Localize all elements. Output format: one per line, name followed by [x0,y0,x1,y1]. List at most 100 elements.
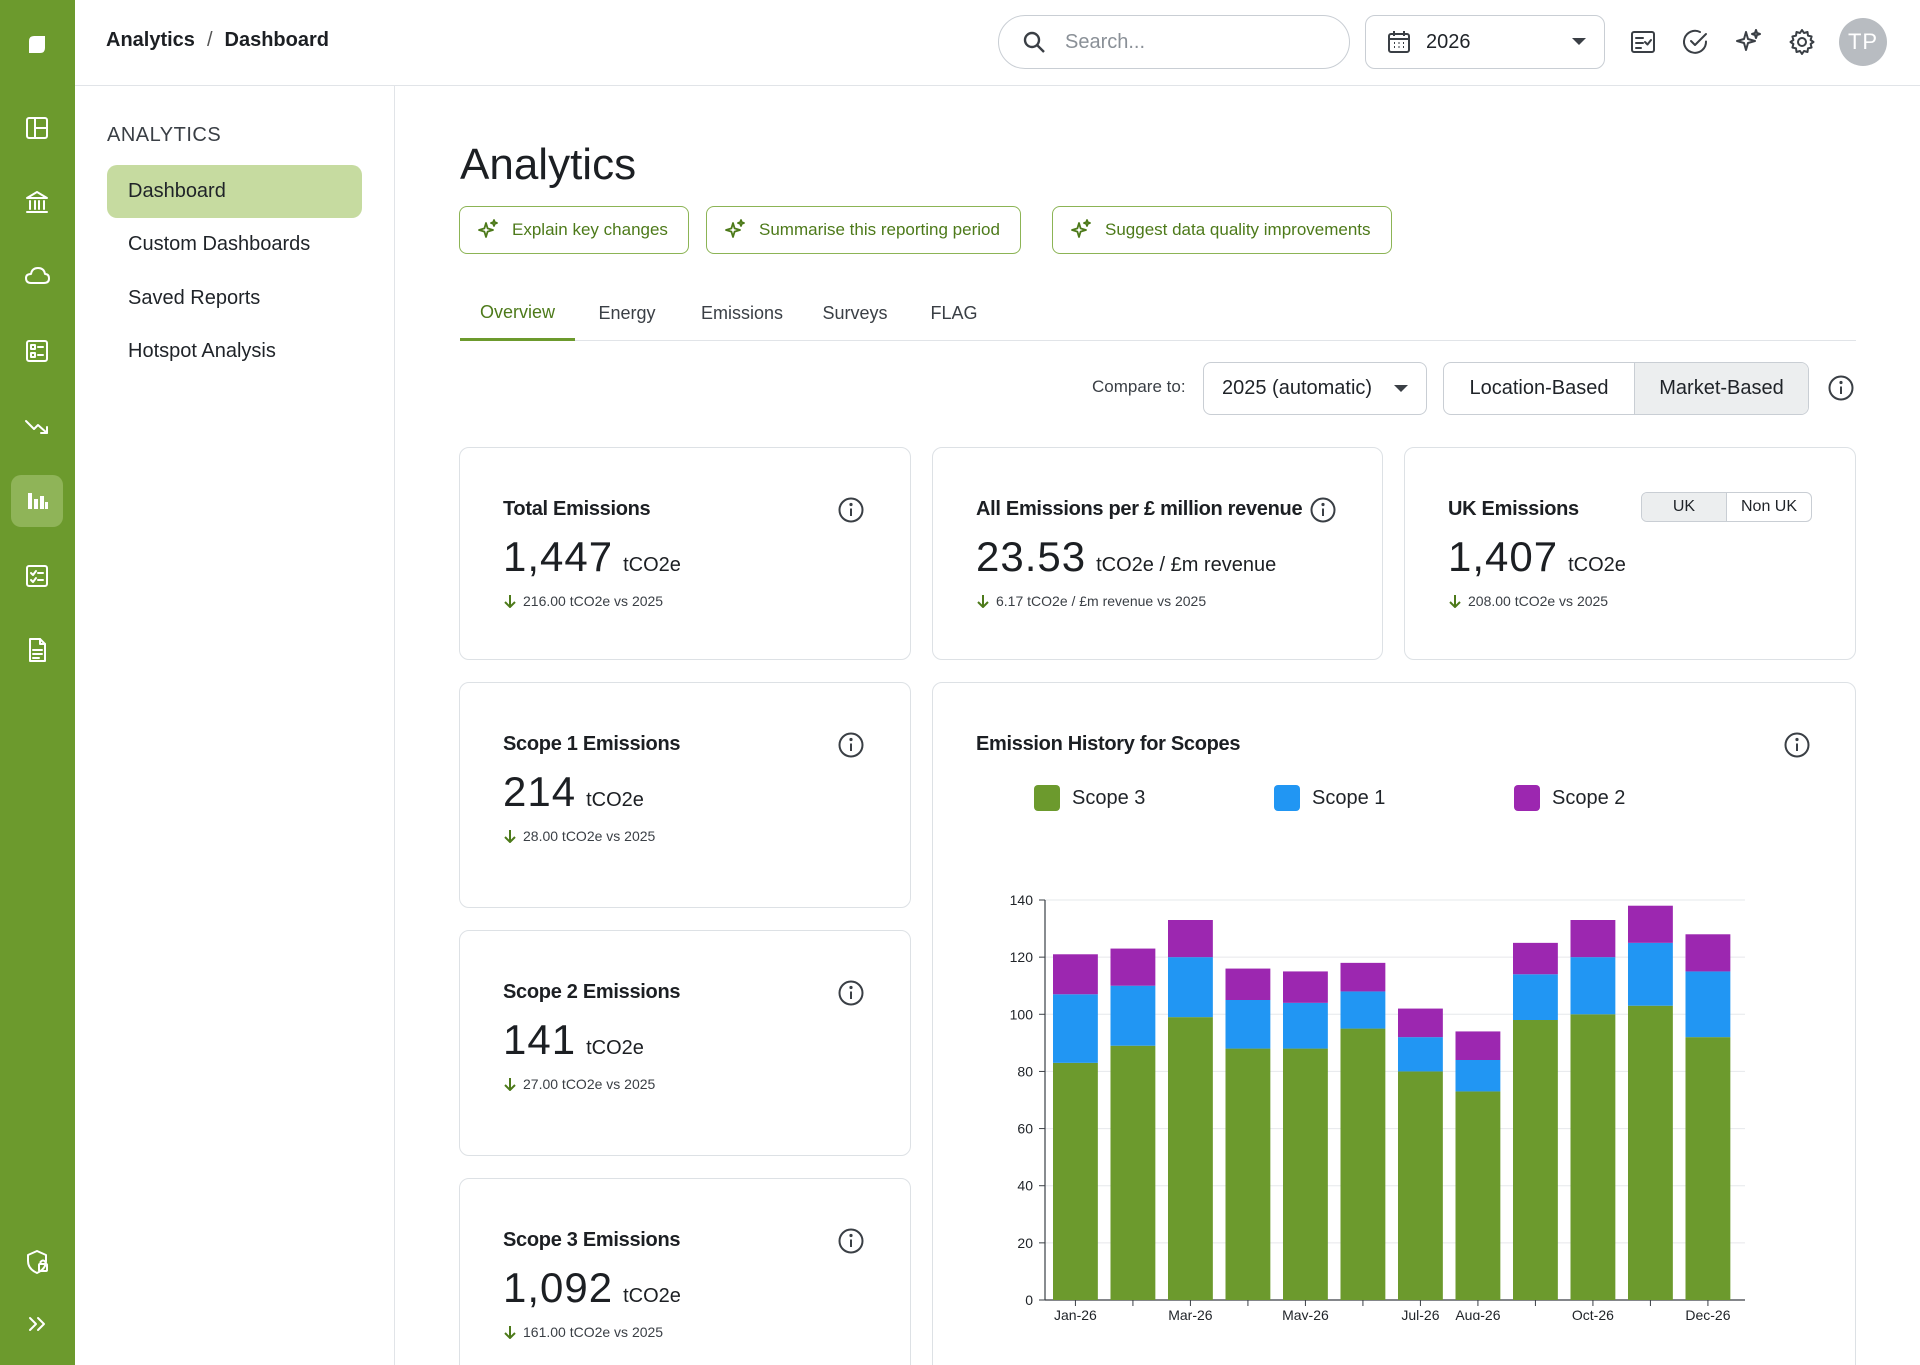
search-input[interactable] [1065,30,1315,54]
kpi-delta-text: 216.00 tCO2e vs 2025 [523,593,664,609]
expand-icon[interactable] [11,1298,63,1350]
bar-segment-scope1 [1168,957,1213,1018]
info-icon[interactable] [837,731,865,759]
trending-down-icon[interactable] [11,400,63,452]
legend-item-scope1[interactable]: Scope 1 [1274,785,1385,811]
chevron-down-icon [1572,38,1586,45]
arrow-down-icon [1449,595,1461,608]
bar-segment-scope1 [1110,985,1156,1046]
bar-segment-scope1 [1225,1000,1271,1049]
page-title: Analytics [460,140,637,189]
region-toggle-uk[interactable]: UK [1642,493,1727,521]
avatar[interactable]: TP [1839,18,1887,66]
market-based-option[interactable]: Market-Based [1634,363,1808,414]
bar-segment-scope1 [1685,971,1731,1038]
bar-segment-scope2 [1110,948,1156,986]
kpi-value: 1,407 [1448,533,1559,580]
tab-flag[interactable]: FLAG [930,303,978,323]
cloud-icon[interactable] [11,250,63,302]
tab-energy[interactable]: Energy [598,303,656,323]
bar-segment-scope2 [1455,1031,1501,1060]
kpi-delta: 208.00 tCO2e vs 2025 [1448,593,1608,609]
legend-item-scope3[interactable]: Scope 3 [1034,785,1145,811]
check-circle-icon[interactable] [1680,26,1712,58]
compare-select[interactable]: 2025 (automatic) [1203,362,1427,415]
info-icon[interactable] [837,979,865,1007]
chart-title: Emission History for Scopes [976,733,1241,755]
gear-icon[interactable] [1786,26,1818,58]
suggest-data-quality-label: Suggest data quality improvements [1105,220,1371,239]
bar-segment-scope3 [1225,1048,1271,1300]
breadcrumb-page: Dashboard [224,29,329,51]
bar-chart-icon[interactable] [11,475,63,527]
breadcrumb-section[interactable]: Analytics [106,29,195,51]
kpi-unit: tCO2e [586,1037,644,1059]
suggest-data-quality-button[interactable]: Suggest data quality improvements [1052,206,1392,254]
card-title: Total Emissions [503,498,651,520]
info-icon[interactable] [1827,374,1855,402]
method-toggle: Location-Based Market-Based [1443,362,1809,415]
year-select[interactable]: 2026 [1365,15,1605,69]
summarise-period-label: Summarise this reporting period [759,220,1000,239]
info-icon[interactable] [1309,496,1337,524]
location-based-option[interactable]: Location-Based [1469,377,1609,399]
info-icon[interactable] [837,1227,865,1255]
tab-surveys[interactable]: Surveys [822,303,888,323]
kpi-delta-text: 6.17 tCO2e / £m revenue vs 2025 [996,593,1207,609]
bar-segment-scope2 [1283,971,1328,1003]
tab-emissions[interactable]: Emissions [700,303,784,323]
emission-history-chart: 0 20 40 60 80 100 120 140 Jan-26 Mar-26 May-26 Jul-… [1010,892,1745,1320]
layout-icon[interactable] [11,102,63,154]
subnav-item-hotspot-analysis[interactable]: Hotspot Analysis [128,340,276,362]
y-tick-label: 20 [1017,1235,1033,1251]
bar-segment-scope3 [1340,1028,1386,1300]
bar-segment-scope1 [1628,942,1673,1006]
y-tick-label: 40 [1017,1178,1033,1194]
task-list-icon[interactable] [1627,26,1659,58]
kpi-delta: 6.17 tCO2e / £m revenue vs 2025 [976,593,1206,609]
kpi-value-row: 1,092 tCO2e [503,1264,681,1312]
legend-item-scope2[interactable]: Scope 2 [1514,785,1625,811]
summarise-period-button[interactable]: Summarise this reporting period [706,206,1021,254]
kpi-unit: tCO2e [623,554,681,576]
region-toggle: UK Non UK [1641,492,1812,522]
year-select-value: 2026 [1426,30,1471,53]
card-title: Scope 3 Emissions [503,1229,681,1251]
y-tick-label: 120 [1010,949,1034,965]
explain-key-changes-label: Explain key changes [512,220,668,239]
logo-icon[interactable] [11,19,63,71]
kpi-unit: tCO2e [623,1285,681,1307]
region-toggle-non-uk[interactable]: Non UK [1740,498,1798,515]
kpi-value: 214 [503,768,577,815]
y-tick-label: 80 [1017,1063,1033,1079]
kpi-value-row: 23.53 tCO2e / £m revenue [976,533,1276,581]
subnav-item-custom-dashboards[interactable]: Custom Dashboards [128,233,311,255]
tab-overview[interactable]: Overview [460,286,575,341]
search-box[interactable] [998,15,1350,69]
bar-segment-scope2 [1340,962,1386,992]
shield-lock-icon[interactable] [11,1236,63,1288]
document-icon[interactable] [11,624,63,676]
kpi-unit: tCO2e [586,789,644,811]
bar-segment-scope3 [1570,1014,1616,1300]
kpi-value-row: 1,447 tCO2e [503,533,681,581]
explain-key-changes-button[interactable]: Explain key changes [459,206,689,254]
scope1-emissions-card: Scope 1 Emissions 214 tCO2e 28.00 tCO2e v… [459,682,911,908]
bar-segment-scope2 [1570,920,1616,958]
kpi-value-row: 141 tCO2e [503,1016,644,1064]
bar-segment-scope1 [1570,957,1616,1015]
bank-icon[interactable] [11,176,63,228]
breadcrumb-separator: / [206,29,213,51]
bar-segment-scope3 [1168,1017,1213,1300]
kpi-delta-text: 161.00 tCO2e vs 2025 [523,1324,664,1340]
x-tick-label: Mar-26 [1168,1307,1213,1320]
info-icon[interactable] [1783,731,1811,759]
legend-swatch [1274,785,1300,811]
sparkle-icon[interactable] [1733,26,1765,58]
checklist-icon[interactable] [11,550,63,602]
kpi-value: 23.53 [976,533,1087,580]
subnav-item-dashboard[interactable]: Dashboard [107,165,362,218]
info-icon[interactable] [837,496,865,524]
list-board-icon[interactable] [11,325,63,377]
subnav-item-saved-reports[interactable]: Saved Reports [128,287,261,309]
